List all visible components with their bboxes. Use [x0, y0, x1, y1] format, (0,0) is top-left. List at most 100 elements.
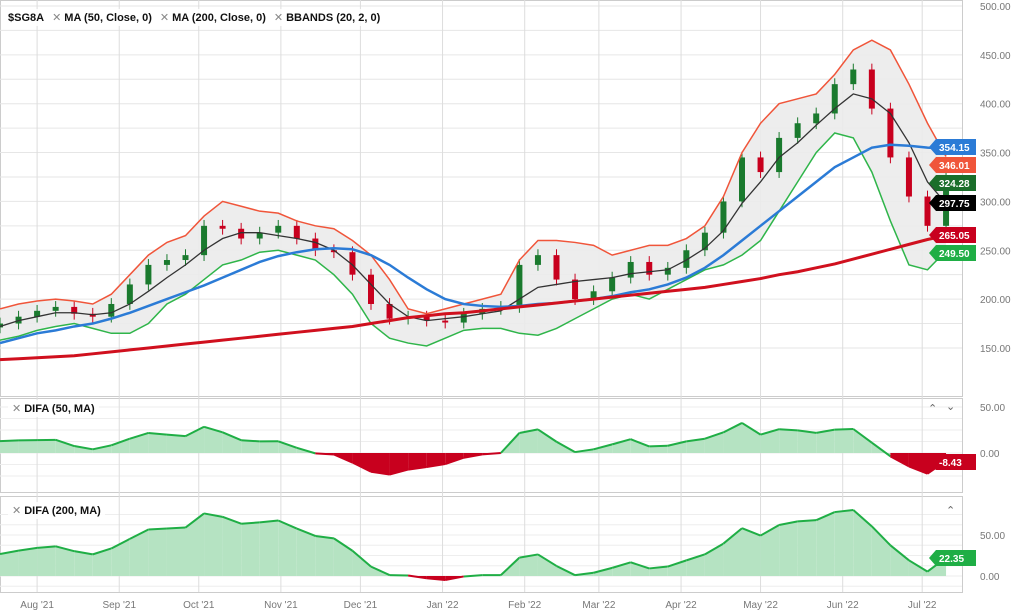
bbands-fill [0, 40, 947, 346]
candle-body [757, 157, 764, 173]
difa200-line [760, 524, 780, 537]
candle-body [794, 123, 801, 138]
candle-body [609, 277, 616, 292]
difa50-area [55, 439, 75, 453]
difa50-line [649, 444, 668, 448]
candle-body [646, 261, 653, 275]
difa50-line [315, 452, 334, 456]
difa50-area [408, 453, 427, 470]
difa50-line [352, 461, 372, 473]
x-icon[interactable]: ✕ [273, 12, 284, 24]
chevron-up-icon[interactable]: ⌃ [946, 505, 956, 517]
last-value-tag-bg [929, 227, 976, 243]
x-tick-label: Apr '22 [665, 600, 697, 611]
difa200-area [834, 509, 854, 576]
difa200-line [834, 508, 854, 514]
last-value-tag: 324.28 [939, 179, 970, 190]
difa200-area [612, 562, 631, 576]
difa50-line [185, 425, 205, 438]
difa200-area [37, 546, 56, 576]
difa200-line [203, 512, 223, 518]
candle-body [924, 196, 931, 226]
difa200-area [222, 516, 242, 576]
candle-body [145, 264, 152, 285]
difa50-line [556, 440, 576, 453]
difa200-line [463, 574, 483, 578]
candle-body [739, 157, 745, 202]
difa50-line [0, 439, 19, 443]
difa50-line [593, 443, 613, 451]
candle-body [553, 255, 560, 280]
difa200-area [204, 513, 223, 576]
difa200-area [241, 522, 260, 576]
difa200-value-tag-bg [929, 550, 976, 566]
difa50-line [296, 446, 316, 455]
difa50-line [871, 441, 891, 458]
difa200-line [741, 527, 761, 537]
difa200-area [890, 545, 909, 576]
difa50-line [889, 455, 910, 468]
difa50-line [722, 422, 743, 434]
difa50-line [797, 429, 817, 434]
last-value-tag-bg [929, 139, 976, 155]
x-icon[interactable]: ✕ [159, 12, 170, 24]
legend-item-bbands[interactable]: ✕ BBANDS (20, 2, 0) [273, 12, 381, 24]
x-icon[interactable]: ✕ [12, 505, 22, 517]
difa50-line [74, 445, 93, 451]
y-tick-label: 450.00 [980, 51, 1011, 62]
difa200-area [296, 528, 316, 576]
difa200-area [259, 520, 279, 576]
difa200-area [0, 550, 19, 576]
difa200-area [129, 529, 149, 576]
difa50-line [389, 468, 409, 476]
difa200-line [611, 561, 631, 569]
y-tick-label: 50.00 [980, 531, 1005, 542]
candle-body [219, 225, 226, 229]
x-tick-label: Sep '21 [102, 600, 136, 611]
bb-lower-line [0, 132, 947, 347]
difa200-line [797, 519, 817, 523]
difa200-area [166, 527, 186, 576]
ma50-line [0, 143, 947, 345]
x-icon[interactable]: ✕ [52, 12, 62, 24]
difa200-area [797, 520, 817, 576]
difa50-area [853, 429, 872, 453]
difa50-item[interactable]: ✕ DIFA (50, MA) [12, 403, 95, 415]
difa200-area [278, 520, 297, 576]
difa50-area [278, 441, 297, 453]
legend-item-ma200[interactable]: ✕ MA (200, Close, 0) [159, 12, 266, 24]
difa50-area [0, 440, 19, 453]
candle-body [534, 255, 541, 265]
difa200-area [55, 546, 75, 576]
difa200-line [407, 574, 427, 580]
candle-body [850, 69, 857, 85]
difa200-line [92, 547, 112, 556]
difa200-line [445, 575, 464, 581]
difa50-area [908, 453, 928, 474]
y-tick-label: 50.00 [980, 403, 1005, 414]
candle-body [71, 306, 78, 314]
legend-item-ma50[interactable]: ✕ MA (50, Close, 0) [52, 12, 152, 24]
difa50-area [779, 429, 798, 453]
difa200-area [111, 538, 130, 576]
bb-middle-line [0, 93, 947, 328]
chevron-down-icon[interactable]: ⌄ [946, 401, 956, 413]
difa50-area [426, 453, 446, 468]
difa50-line [760, 428, 780, 436]
difa200-area [519, 554, 538, 576]
difa200-legend: ✕ DIFA (200, MA) [8, 502, 105, 519]
difa50-line [444, 456, 465, 465]
difa50-area [37, 439, 56, 453]
difa200-line [889, 544, 910, 562]
difa200-line [556, 565, 576, 577]
difa200-line [222, 515, 242, 525]
y-tick-label: 500.00 [980, 2, 1011, 13]
chevron-up-icon[interactable]: ⌃ [928, 403, 938, 415]
difa50-area [222, 432, 242, 453]
candle-body [813, 113, 820, 124]
x-icon[interactable]: ✕ [12, 403, 22, 415]
difa200-line [259, 519, 279, 524]
difa50-line [463, 453, 483, 459]
difa200-item[interactable]: ✕ DIFA (200, MA) [12, 505, 101, 517]
candle-body [868, 69, 875, 109]
